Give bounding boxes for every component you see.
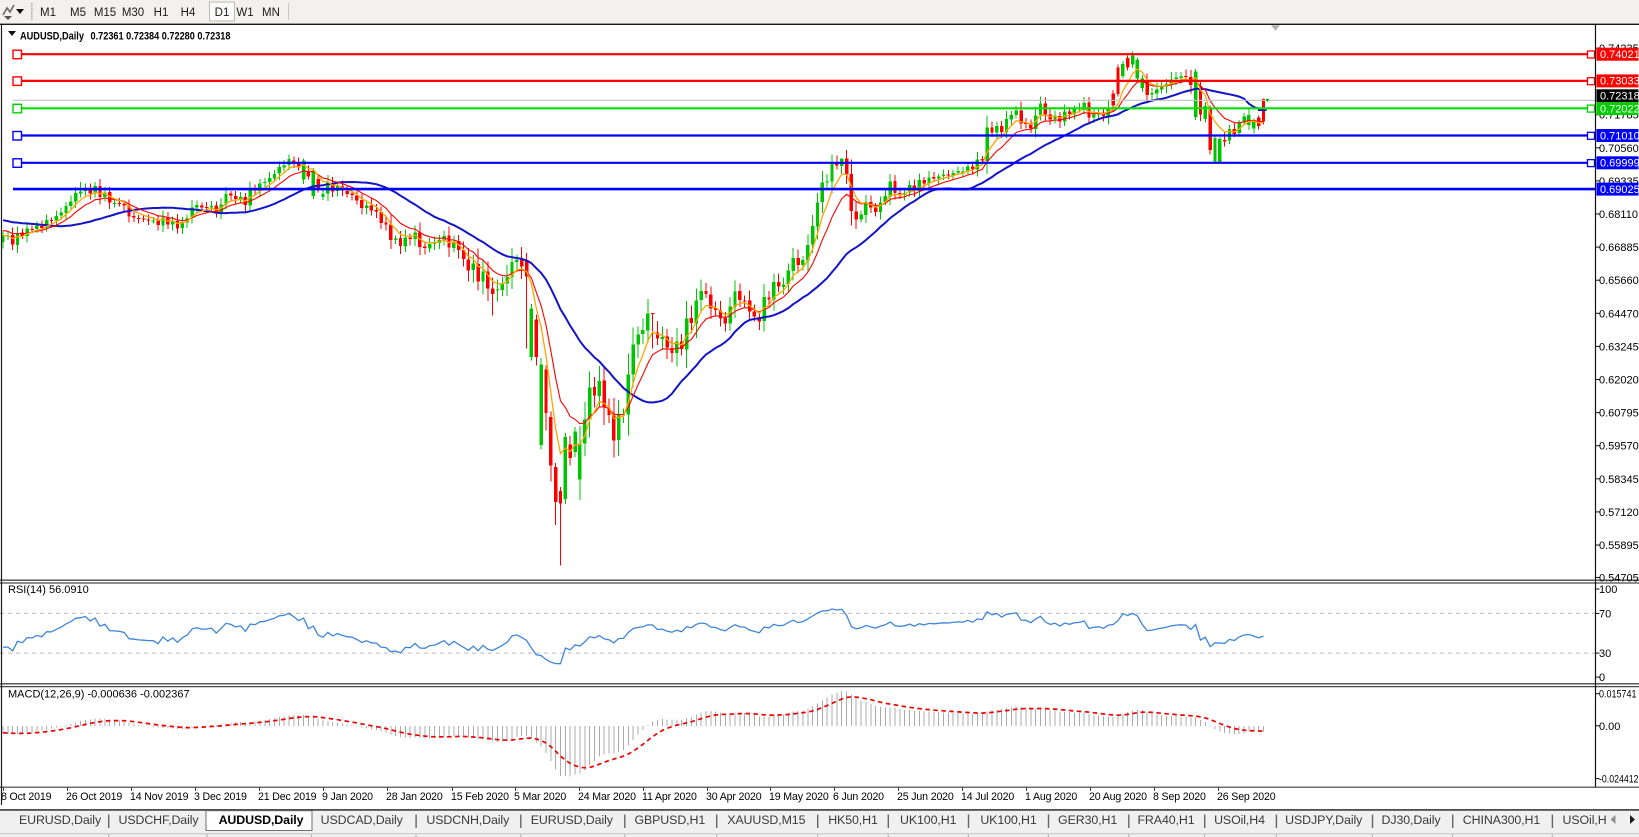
svg-text:26 Oct 2019: 26 Oct 2019 [66, 791, 122, 803]
svg-text:14 Jul 2020: 14 Jul 2020 [961, 791, 1014, 803]
svg-text:W1: W1 [236, 7, 253, 19]
svg-text:D1: D1 [215, 7, 230, 19]
svg-text:0.60795: 0.60795 [1599, 408, 1639, 420]
svg-text:AUDUSD,Daily: AUDUSD,Daily [219, 813, 304, 827]
svg-text:24 Mar 2020: 24 Mar 2020 [578, 791, 636, 803]
svg-text:M1: M1 [40, 7, 56, 19]
svg-text:0: 0 [1599, 672, 1605, 684]
svg-text:26 Sep 2020: 26 Sep 2020 [1217, 791, 1276, 803]
svg-text:0.74021: 0.74021 [1600, 49, 1639, 61]
svg-text:11 Apr 2020: 11 Apr 2020 [642, 791, 697, 803]
svg-text:RSI(14) 56.0910: RSI(14) 56.0910 [8, 584, 89, 596]
svg-text:GBPUSD,H1: GBPUSD,H1 [634, 813, 705, 827]
svg-text:30: 30 [1599, 648, 1611, 660]
svg-text:M30: M30 [122, 7, 144, 19]
svg-text:UK100,H1: UK100,H1 [980, 813, 1037, 827]
svg-text:0.55895: 0.55895 [1599, 540, 1639, 552]
svg-text:USDCNH,Daily: USDCNH,Daily [426, 813, 510, 827]
svg-text:30 Apr 2020: 30 Apr 2020 [706, 791, 762, 803]
svg-text:MACD(12,26,9) -0.000636 -0.002: MACD(12,26,9) -0.000636 -0.002367 [8, 689, 190, 701]
svg-text:0.63245: 0.63245 [1599, 341, 1639, 353]
svg-text:H1: H1 [154, 7, 169, 19]
svg-text:3 Dec 2019: 3 Dec 2019 [194, 791, 247, 803]
svg-text:25 Jun 2020: 25 Jun 2020 [897, 791, 954, 803]
svg-text:0.73033: 0.73033 [1600, 76, 1639, 88]
svg-text:9 Jan 2020: 9 Jan 2020 [322, 791, 373, 803]
svg-text:USDJPY,Daily: USDJPY,Daily [1285, 813, 1363, 827]
svg-text:UK100,H1: UK100,H1 [900, 813, 957, 827]
svg-text:MN: MN [262, 7, 280, 19]
svg-text:0.64470: 0.64470 [1599, 308, 1639, 320]
svg-text:20 Aug 2020: 20 Aug 2020 [1089, 791, 1147, 803]
svg-text:100: 100 [1599, 584, 1617, 596]
svg-text:0.69999: 0.69999 [1600, 158, 1639, 170]
svg-text:0.68110: 0.68110 [1599, 209, 1638, 221]
svg-text:USDCAD,Daily: USDCAD,Daily [321, 813, 404, 827]
svg-text:14 Nov 2019: 14 Nov 2019 [130, 791, 189, 803]
svg-text:70: 70 [1599, 608, 1611, 620]
svg-text:0.62020: 0.62020 [1599, 375, 1639, 387]
svg-text:USOil,H4: USOil,H4 [1214, 813, 1265, 827]
svg-text:0.65660: 0.65660 [1599, 275, 1639, 287]
svg-text:0.70560: 0.70560 [1599, 143, 1639, 155]
svg-text:HK50,H1: HK50,H1 [828, 813, 878, 827]
svg-text:DJ30,Daily: DJ30,Daily [1382, 813, 1442, 827]
svg-text:28 Jan 2020: 28 Jan 2020 [386, 791, 443, 803]
svg-text:0.59570: 0.59570 [1599, 441, 1639, 453]
svg-text:21 Dec 2019: 21 Dec 2019 [258, 791, 317, 803]
svg-text:15 Feb 2020: 15 Feb 2020 [451, 791, 509, 803]
svg-text:0.57120: 0.57120 [1599, 507, 1639, 519]
svg-text:M5: M5 [70, 7, 86, 19]
svg-text:0.72318: 0.72318 [1600, 91, 1639, 103]
svg-text:AUDUSD,Daily: AUDUSD,Daily [20, 31, 84, 43]
svg-text:0.69025: 0.69025 [1600, 184, 1639, 196]
svg-text:0.71010: 0.71010 [1600, 130, 1639, 142]
svg-text:8 Oct 2019: 8 Oct 2019 [1, 791, 52, 803]
svg-text:M15: M15 [94, 7, 116, 19]
svg-text:EURUSD,Daily: EURUSD,Daily [531, 813, 614, 827]
svg-text:USOil,H: USOil,H [1563, 813, 1607, 827]
svg-text:FRA40,H1: FRA40,H1 [1137, 813, 1194, 827]
svg-text:H4: H4 [181, 7, 196, 19]
svg-text:0.00: 0.00 [1599, 721, 1620, 733]
svg-text:0.58345: 0.58345 [1599, 474, 1639, 486]
svg-text:GER30,H1: GER30,H1 [1058, 813, 1117, 827]
svg-text:0.015741: 0.015741 [1599, 689, 1637, 701]
svg-text:CHINA300,H1: CHINA300,H1 [1463, 813, 1541, 827]
svg-text:0.72022: 0.72022 [1600, 103, 1639, 115]
svg-text:8 Sep 2020: 8 Sep 2020 [1153, 791, 1206, 803]
svg-text:1 Aug 2020: 1 Aug 2020 [1025, 791, 1077, 803]
svg-text:-0.024412: -0.024412 [1599, 774, 1639, 786]
svg-text:0.54705: 0.54705 [1599, 573, 1639, 585]
svg-text:19 May 2020: 19 May 2020 [769, 791, 829, 803]
svg-text:5 Mar 2020: 5 Mar 2020 [514, 791, 566, 803]
svg-text:XAUUSD,M15: XAUUSD,M15 [727, 813, 805, 827]
svg-text:6 Jun 2020: 6 Jun 2020 [833, 791, 884, 803]
svg-text:EURUSD,Daily: EURUSD,Daily [19, 813, 102, 827]
svg-text:0.66885: 0.66885 [1599, 242, 1639, 254]
svg-text:0.72361 0.72384 0.72280 0.7231: 0.72361 0.72384 0.72280 0.72318 [91, 31, 231, 43]
svg-text:USDCHF,Daily: USDCHF,Daily [118, 813, 199, 827]
